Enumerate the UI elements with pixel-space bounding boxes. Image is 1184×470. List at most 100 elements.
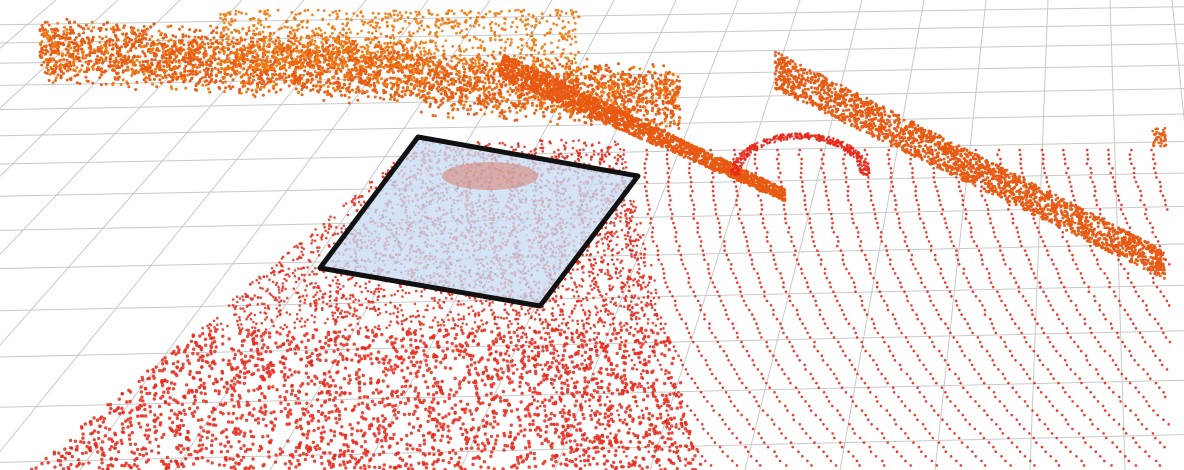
point	[491, 301, 495, 304]
point	[539, 336, 543, 340]
point	[607, 148, 610, 151]
point	[413, 351, 417, 355]
point	[140, 395, 144, 399]
point	[377, 290, 381, 294]
point	[422, 341, 426, 345]
point	[357, 299, 361, 302]
point	[357, 368, 361, 372]
point	[251, 442, 255, 446]
point	[357, 386, 362, 390]
point	[541, 349, 545, 353]
point	[223, 444, 227, 448]
point	[467, 312, 471, 316]
point	[501, 370, 505, 375]
point	[319, 404, 324, 408]
point	[606, 423, 610, 427]
point	[389, 320, 393, 324]
point	[100, 457, 104, 461]
point	[617, 251, 621, 254]
point	[77, 463, 81, 467]
point	[310, 250, 313, 254]
point	[628, 440, 633, 444]
point	[209, 443, 214, 448]
point	[363, 448, 368, 452]
point	[623, 355, 628, 360]
point	[354, 353, 358, 357]
point	[621, 247, 624, 251]
point	[135, 447, 140, 452]
point	[353, 309, 357, 313]
point	[278, 261, 281, 264]
point	[572, 425, 576, 429]
point	[618, 460, 623, 464]
point	[480, 329, 484, 333]
point	[623, 283, 627, 287]
point	[293, 370, 297, 374]
point	[265, 275, 269, 278]
point	[63, 447, 67, 451]
point	[306, 318, 309, 322]
point	[581, 437, 585, 441]
point	[169, 381, 174, 385]
point	[355, 314, 358, 318]
point	[103, 434, 108, 438]
point	[415, 374, 419, 379]
point	[92, 416, 96, 420]
point	[460, 328, 464, 332]
point	[333, 299, 337, 302]
point	[572, 295, 576, 298]
point	[241, 327, 244, 330]
point	[139, 385, 143, 389]
point	[169, 408, 174, 413]
point	[317, 391, 321, 396]
point	[107, 427, 112, 431]
point	[620, 325, 623, 329]
point	[267, 450, 271, 454]
point	[312, 459, 317, 463]
point	[402, 412, 407, 417]
point	[348, 297, 352, 300]
point	[654, 288, 657, 292]
point	[461, 322, 465, 325]
point	[603, 415, 607, 420]
point	[577, 139, 581, 142]
point	[642, 233, 645, 237]
point	[271, 427, 275, 431]
point	[509, 335, 513, 340]
point	[293, 245, 296, 249]
point	[342, 343, 346, 347]
point	[519, 429, 523, 433]
point	[553, 431, 557, 435]
point	[636, 233, 640, 237]
point	[398, 400, 403, 405]
point	[457, 300, 460, 303]
point	[377, 284, 381, 287]
point	[467, 368, 471, 372]
point	[236, 323, 240, 327]
point	[446, 440, 451, 444]
point	[98, 424, 102, 428]
point	[153, 393, 157, 397]
point	[576, 319, 579, 323]
point	[294, 465, 298, 469]
point	[507, 377, 512, 381]
point	[183, 394, 187, 398]
point	[549, 377, 554, 381]
point	[457, 460, 461, 464]
point	[473, 314, 477, 318]
point	[612, 460, 616, 465]
point	[428, 326, 432, 329]
point	[441, 392, 445, 396]
point	[551, 454, 555, 458]
point	[369, 377, 373, 381]
point	[312, 428, 316, 433]
point	[196, 450, 200, 454]
point	[342, 204, 346, 207]
point	[232, 356, 237, 361]
point	[216, 328, 219, 331]
point	[285, 349, 290, 353]
point	[641, 342, 645, 346]
point	[565, 432, 570, 436]
